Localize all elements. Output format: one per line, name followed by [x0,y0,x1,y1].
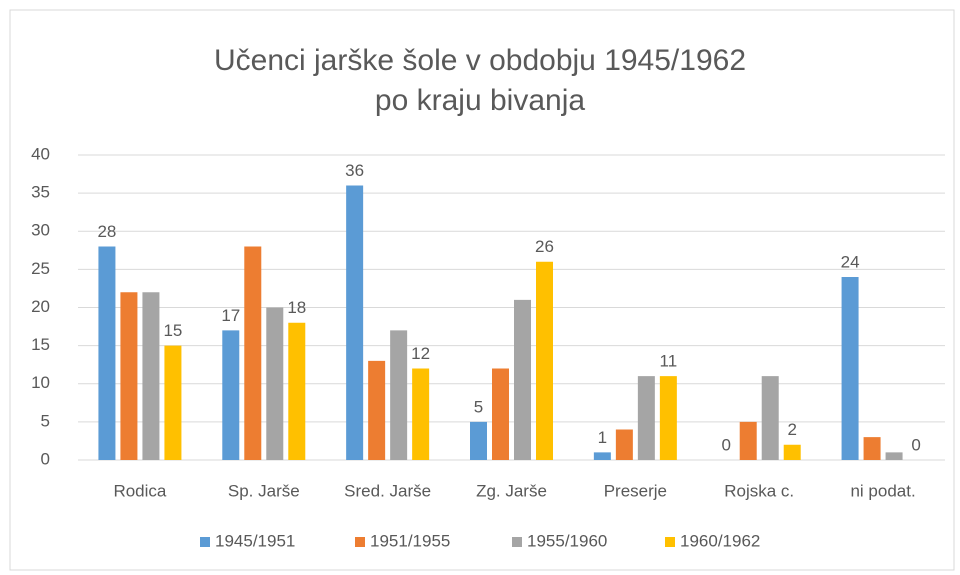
data-label: 36 [345,161,364,180]
chart-title: Učenci jarške šole v obdobju 1945/1962 [214,44,746,77]
y-tick-label: 10 [31,373,50,392]
x-tick-label: Rojska c. [724,481,794,500]
x-tick-label: Zg. Jarše [476,481,547,500]
bar [164,345,182,460]
data-label: 28 [97,222,116,241]
bar [637,376,655,460]
legend-swatch [355,537,365,547]
x-tick-label: Preserje [604,481,667,500]
legend-swatch [665,537,675,547]
data-label: 2 [787,420,796,439]
bar [390,330,408,460]
bar [536,261,553,460]
legend-label: 1951/1955 [370,531,450,550]
bar [615,429,633,460]
bar [863,437,881,460]
bar [346,185,364,460]
data-label: 12 [411,344,430,363]
chart-frame [9,9,955,571]
x-tick-label: Sred. Jarše [344,481,431,500]
bar [593,452,611,460]
bar [412,368,430,460]
bar [470,421,487,460]
legend-swatch [512,537,522,547]
data-label: 24 [841,252,860,271]
data-label: 26 [535,237,554,256]
bar [885,452,903,460]
y-tick-label: 25 [31,259,50,278]
bar [739,421,757,460]
y-tick-label: 20 [31,297,50,316]
chart-title: po kraju bivanja [375,84,585,117]
y-tick-label: 35 [31,183,50,202]
data-label: 11 [660,352,678,371]
data-label: 17 [221,306,240,325]
data-label: 15 [163,321,182,340]
bar [244,246,262,460]
data-label: 18 [287,298,306,317]
data-label: 5 [474,397,483,416]
bar [783,444,801,460]
y-tick-label: 30 [31,221,50,240]
bar [514,299,531,460]
bar [761,376,779,460]
legend-label: 1960/1962 [680,531,760,550]
x-tick-label: ni podat. [850,481,915,500]
x-tick-label: Sp. Jarše [228,481,300,500]
bar [222,330,240,460]
data-label: 0 [721,435,730,454]
y-tick-label: 40 [31,144,50,163]
legend-label: 1945/1951 [215,531,295,550]
bar [266,307,284,460]
bar [659,376,677,460]
y-tick-label: 0 [41,449,50,468]
bar [120,292,138,460]
y-tick-label: 15 [31,335,50,354]
bar [841,277,859,460]
data-label: 1 [598,428,607,447]
bar [368,360,386,460]
bar [142,292,160,460]
bar [98,246,116,460]
legend-label: 1955/1960 [527,531,607,550]
data-label: 0 [911,435,920,454]
bar [492,368,509,460]
y-tick-label: 5 [41,411,50,430]
legend-swatch [200,537,210,547]
bar [288,322,306,460]
x-tick-label: Rodica [113,481,166,500]
